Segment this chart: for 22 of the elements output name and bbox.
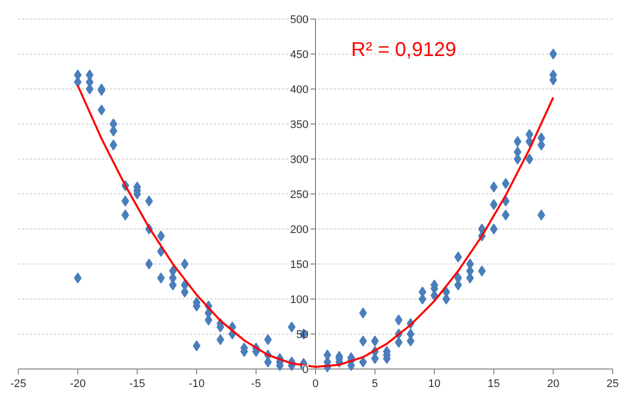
x-tick-label: 15 bbox=[488, 378, 500, 390]
y-tick-label: 300 bbox=[290, 154, 309, 166]
x-tick-label: -15 bbox=[129, 378, 146, 390]
y-tick-label: 0 bbox=[302, 364, 309, 376]
x-tick-label: -25 bbox=[10, 378, 26, 390]
y-tick-label: 250 bbox=[290, 189, 309, 201]
y-tick-label: 450 bbox=[290, 49, 309, 61]
x-tick-label: -10 bbox=[188, 378, 205, 390]
y-tick-label: 350 bbox=[290, 119, 309, 131]
annotation: R² = 0,9129 bbox=[351, 39, 456, 61]
y-tick-label: 150 bbox=[290, 259, 309, 271]
y-tick-label: 400 bbox=[290, 84, 309, 96]
y-tick-label: 100 bbox=[290, 294, 309, 306]
x-tick-label: 25 bbox=[606, 378, 619, 390]
x-tick-label: 20 bbox=[547, 378, 560, 390]
y-tick-label: 200 bbox=[290, 224, 309, 236]
x-tick-label: -5 bbox=[251, 378, 261, 390]
y-tick-label: 500 bbox=[290, 14, 309, 26]
x-tick-label: 10 bbox=[428, 378, 440, 390]
x-tick-label: 0 bbox=[312, 378, 319, 390]
x-tick-label: -20 bbox=[70, 378, 86, 390]
x-tick-label: 5 bbox=[372, 378, 378, 390]
